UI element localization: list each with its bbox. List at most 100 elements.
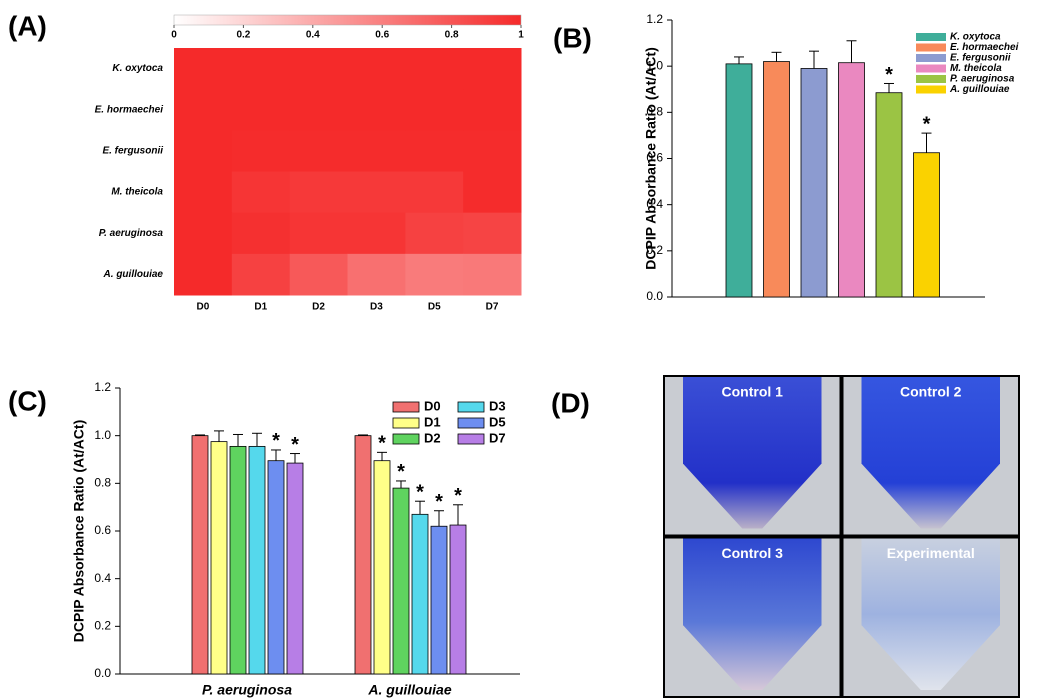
significance-label: *: [397, 461, 405, 483]
y-tick-label: 1.2: [94, 380, 111, 394]
y-tick-label: 0.0: [94, 666, 111, 680]
column-label: D3: [370, 302, 383, 313]
legend-label: E. hormaechei: [950, 42, 1019, 53]
significance-label: *: [272, 430, 280, 452]
legend-swatch: [457, 401, 485, 413]
significance-label: *: [378, 433, 386, 455]
heatmap-cell: [405, 48, 464, 90]
bar: [286, 462, 304, 675]
heatmap-cell: [174, 212, 233, 255]
tube: [683, 538, 822, 690]
heatmap-cell: [463, 171, 522, 214]
heatmap-cell: [289, 48, 348, 90]
significance-label: *: [454, 485, 462, 507]
bar: [210, 441, 228, 675]
panel-label: (C): [8, 385, 47, 416]
y-tick-label: 0.4: [646, 197, 663, 211]
row-label: P. aeruginosa: [99, 228, 164, 239]
bar: [725, 63, 753, 298]
y-tick-label: 0.8: [94, 476, 111, 490]
bar: [354, 435, 372, 675]
column-label: D7: [486, 302, 499, 313]
y-tick-label: 0.4: [94, 571, 111, 585]
heatmap-cell: [174, 89, 233, 131]
y-tick-label: 0.6: [646, 151, 663, 165]
heatmap-cell: [347, 130, 406, 172]
tube: [683, 377, 822, 529]
heatmap-cell: [405, 253, 464, 296]
y-tick-label: 0.6: [94, 523, 111, 537]
y-axis-label: DCPIP Absorbance Ratio (At/ACt): [71, 420, 87, 642]
colorbar-tick-label: 0.8: [445, 30, 459, 41]
heatmap-cell: [289, 171, 348, 214]
legend-label: M. theicola: [950, 63, 1002, 74]
legend-swatch: [916, 64, 946, 73]
significance-label: *: [416, 481, 424, 503]
row-label: A. guillouiae: [103, 269, 164, 280]
bar: [411, 513, 429, 675]
legend-swatch: [392, 433, 420, 445]
y-tick-label: 1.2: [646, 12, 663, 26]
bar: [229, 445, 247, 675]
heatmap-cell: [174, 253, 233, 296]
heatmap-cell: [289, 253, 348, 296]
colorbar-tick-label: 0: [171, 30, 177, 41]
heatmap-cell: [463, 253, 522, 296]
heatmap-cell: [347, 89, 406, 131]
heatmap-cell: [347, 48, 406, 90]
heatmap-cell: [289, 89, 348, 131]
legend-swatch: [457, 433, 485, 445]
legend-label: D0: [424, 398, 441, 413]
heatmap-cell: [405, 89, 464, 131]
heatmap-cell: [231, 171, 291, 214]
panel-label: (A): [8, 10, 47, 41]
heatmap-cell: [231, 253, 291, 296]
legend-swatch: [916, 43, 946, 52]
legend-label: D2: [424, 430, 441, 445]
column-label: D5: [428, 302, 441, 313]
bar: [373, 460, 391, 675]
row-label: M. theicola: [111, 187, 163, 198]
legend-swatch: [916, 85, 946, 94]
panel-label: (D): [551, 387, 590, 418]
bar: [392, 487, 410, 675]
heatmap-cell: [174, 48, 233, 90]
bar: [449, 524, 467, 675]
significance-label: *: [885, 64, 893, 86]
y-tick-label: 1.0: [94, 428, 111, 442]
heatmap-cell: [174, 130, 233, 172]
y-tick-label: 0.2: [94, 619, 111, 633]
column-label: D1: [254, 302, 267, 313]
photo-label: Control 2: [900, 384, 962, 400]
legend-swatch: [457, 417, 485, 429]
legend-label: E. fergusonii: [950, 53, 1011, 64]
colorbar-tick-label: 0.2: [236, 30, 250, 41]
tube: [861, 538, 1000, 690]
significance-label: *: [923, 113, 931, 135]
heatmap-cell: [347, 212, 406, 255]
heatmap-cell: [405, 130, 464, 172]
row-label: K. oxytoca: [112, 63, 163, 74]
significance-label: *: [435, 491, 443, 513]
photo-label: Control 3: [722, 545, 784, 561]
heatmap-cell: [347, 171, 406, 214]
bar: [913, 152, 940, 298]
heatmap-cell: [231, 89, 291, 131]
heatmap-cell: [347, 253, 406, 296]
row-label: E. fergusonii: [102, 146, 163, 157]
heatmap-cell: [231, 130, 291, 172]
bar: [248, 445, 266, 675]
legend-swatch: [916, 54, 946, 62]
bar: [838, 62, 865, 298]
y-tick-label: 0.2: [646, 243, 663, 257]
colorbar-tick-label: 0.6: [375, 30, 389, 41]
heatmap-cell: [405, 171, 464, 214]
legend-swatch: [392, 417, 420, 429]
tube: [861, 377, 1000, 529]
bar: [875, 92, 903, 298]
bar: [430, 525, 448, 675]
heatmap-cell: [231, 48, 291, 90]
y-tick-label: 0.0: [646, 289, 663, 303]
panel-label: (B): [553, 22, 592, 53]
